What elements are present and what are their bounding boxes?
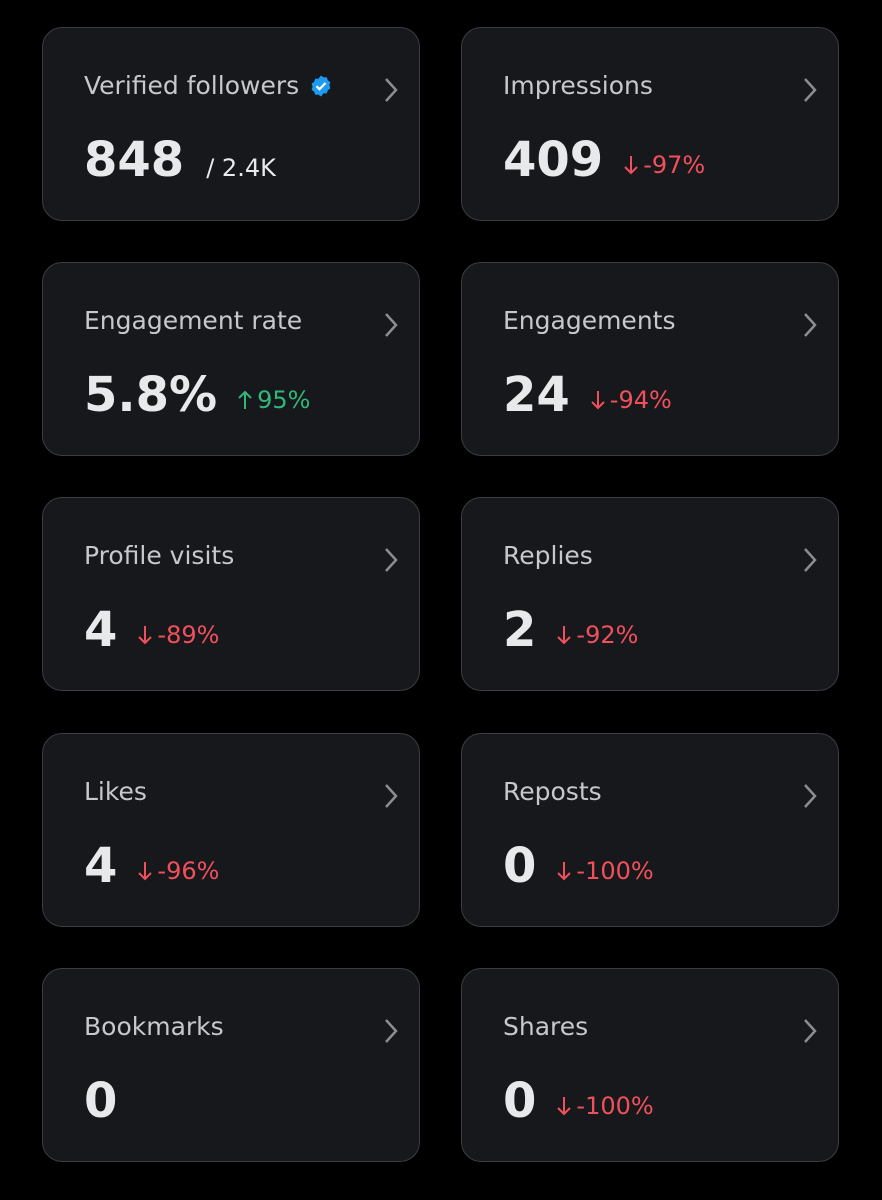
change-text: -94% [609, 386, 672, 414]
card-value-row: 848 / 2.4K [84, 132, 276, 188]
card-label: Replies [503, 541, 593, 570]
card-change: -97% [623, 151, 705, 179]
card-value: 848 [84, 132, 185, 188]
up-arrow [238, 390, 252, 409]
metric-card[interactable]: Shares 0 -100% [461, 968, 839, 1162]
card-label-row: Shares [503, 1012, 588, 1041]
card-change: -92% [556, 621, 638, 649]
down-arrow [557, 626, 572, 645]
card-value-row: 409 -97% [503, 132, 705, 188]
metric-card[interactable]: Profile visits 4 -89% [42, 497, 420, 691]
card-value: 4 [84, 602, 118, 658]
change-text: -89% [157, 621, 220, 649]
metric-card[interactable]: Engagements 24 -94% [461, 262, 839, 456]
card-value-row: 0 -100% [503, 1073, 654, 1129]
card-label-row: Impressions [503, 71, 653, 100]
metric-card[interactable]: Bookmarks 0 [42, 968, 420, 1162]
metric-card[interactable]: Impressions 409 -97% [461, 27, 839, 221]
chevron-icon [804, 313, 817, 337]
card-value: 0 [503, 1073, 537, 1129]
down-arrow [138, 626, 153, 645]
card-value-row: 24 -94% [503, 367, 672, 423]
chevron-icon [385, 1019, 398, 1043]
card-change: 95% [237, 386, 310, 414]
card-value: 4 [84, 838, 118, 894]
card-label: Engagement rate [84, 306, 303, 335]
card-label-row: Engagement rate [84, 306, 302, 335]
card-label-row: Profile visits [84, 541, 234, 570]
card-label-row: Verified followers [84, 71, 333, 100]
down-arrow [591, 391, 605, 410]
card-value-row: 2 -92% [503, 602, 638, 658]
card-change: -100% [556, 1092, 654, 1120]
metric-card[interactable]: Likes 4 -96% [42, 733, 420, 927]
card-value-row: 4 -96% [84, 838, 219, 894]
card-value-row: 4 -89% [84, 602, 219, 658]
card-value: 0 [84, 1073, 118, 1129]
card-label: Reposts [503, 777, 602, 806]
metric-card[interactable]: Replies 2 -92% [461, 497, 839, 691]
card-value-row: 0 [84, 1073, 117, 1129]
card-label-row: Reposts [503, 777, 602, 806]
card-label: Profile visits [84, 541, 235, 570]
card-value: 5.8% [84, 367, 218, 423]
card-change: -94% [590, 386, 672, 414]
change-text: -96% [157, 857, 220, 885]
card-change: -89% [137, 621, 219, 649]
card-label-row: Replies [503, 541, 593, 570]
change-text: 95% [257, 386, 311, 414]
change-text: -92% [576, 621, 639, 649]
chevron-icon [804, 784, 817, 808]
card-label: Likes [84, 777, 147, 806]
down-arrow [557, 1097, 572, 1116]
card-value: 0 [503, 838, 537, 894]
down-arrow [138, 862, 153, 881]
card-label-row: Engagements [503, 306, 676, 335]
metric-card[interactable]: Verified followers 848 / 2.4K [42, 27, 420, 221]
chevron-icon [804, 78, 817, 102]
card-total: / 2.4K [206, 154, 276, 182]
chevron-icon [385, 548, 398, 572]
chevron-icon [385, 78, 398, 102]
card-label: Impressions [503, 71, 653, 100]
change-text: -100% [576, 857, 654, 885]
card-value-row: 0 -100% [503, 838, 654, 894]
down-arrow [557, 862, 572, 881]
change-text: -97% [643, 151, 706, 179]
chevron-icon [385, 784, 398, 808]
card-label: Bookmarks [84, 1012, 224, 1041]
verified-badge [311, 75, 331, 96]
down-arrow [624, 156, 638, 175]
chevron-icon [804, 1019, 817, 1043]
card-value: 24 [503, 367, 570, 423]
card-value: 2 [503, 602, 537, 658]
card-label-row: Likes [84, 777, 147, 806]
metric-card[interactable]: Reposts 0 -100% [461, 733, 839, 927]
card-change: -100% [556, 857, 654, 885]
card-value-row: 5.8% 95% [84, 367, 310, 423]
card-label: Verified followers [84, 71, 300, 100]
chevron-icon [385, 313, 398, 337]
card-value: 409 [503, 132, 604, 188]
card-label-row: Bookmarks [84, 1012, 224, 1041]
card-label: Engagements [503, 306, 676, 335]
change-text: -100% [576, 1092, 654, 1120]
chevron-icon [804, 548, 817, 572]
metric-card[interactable]: Engagement rate 5.8% 95% [42, 262, 420, 456]
card-change: -96% [137, 857, 219, 885]
card-label: Shares [503, 1012, 589, 1041]
